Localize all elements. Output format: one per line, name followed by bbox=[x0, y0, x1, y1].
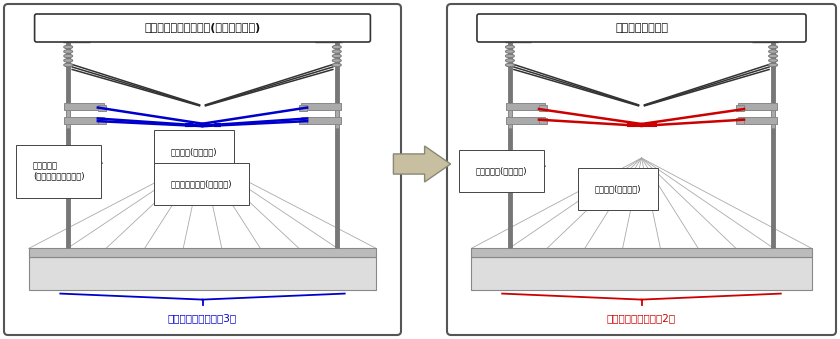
Bar bbox=[302, 103, 341, 110]
Bar bbox=[299, 118, 307, 124]
Ellipse shape bbox=[769, 50, 778, 53]
Ellipse shape bbox=[64, 54, 73, 58]
Bar bbox=[64, 103, 104, 110]
Bar bbox=[29, 257, 376, 290]
Bar bbox=[736, 118, 744, 124]
Text: ちょう架線
(亜邉めっき銅より線): ちょう架線 (亜邉めっき銅より線) bbox=[33, 161, 85, 181]
FancyBboxPatch shape bbox=[34, 14, 370, 42]
Text: 《シンプル架線》: 《シンプル架線》 bbox=[615, 23, 668, 33]
Bar bbox=[471, 248, 811, 257]
Bar bbox=[302, 117, 341, 124]
Text: トロリ線(銅合金線): トロリ線(銅合金線) bbox=[171, 147, 218, 156]
Ellipse shape bbox=[769, 63, 778, 67]
Ellipse shape bbox=[506, 54, 514, 58]
FancyBboxPatch shape bbox=[477, 14, 806, 42]
Bar bbox=[299, 104, 307, 111]
Bar bbox=[538, 104, 547, 111]
Ellipse shape bbox=[333, 45, 341, 49]
Ellipse shape bbox=[769, 59, 778, 62]
Ellipse shape bbox=[506, 45, 514, 49]
Bar bbox=[335, 103, 339, 127]
FancyBboxPatch shape bbox=[447, 4, 836, 335]
Ellipse shape bbox=[506, 59, 514, 62]
Bar bbox=[66, 103, 71, 127]
Ellipse shape bbox=[506, 63, 514, 67]
FancyBboxPatch shape bbox=[4, 4, 401, 335]
Bar bbox=[771, 103, 775, 127]
Text: 《コンパウンド架線》(従来の電車線): 《コンパウンド架線》(従来の電車線) bbox=[144, 23, 260, 33]
Ellipse shape bbox=[64, 50, 73, 53]
Bar bbox=[508, 103, 512, 127]
Text: 補助ちょう架線(銅より線): 補助ちょう架線(銅より線) bbox=[171, 180, 233, 189]
Ellipse shape bbox=[333, 54, 341, 58]
Bar bbox=[506, 117, 545, 124]
Ellipse shape bbox=[506, 50, 514, 53]
Text: 電車線　線条数　計3本: 電車線 線条数 計3本 bbox=[168, 313, 237, 323]
Ellipse shape bbox=[333, 63, 341, 67]
Bar bbox=[538, 118, 547, 124]
Bar bbox=[64, 117, 104, 124]
Bar bbox=[97, 104, 106, 111]
Bar bbox=[506, 103, 545, 110]
Bar bbox=[738, 103, 777, 110]
Polygon shape bbox=[393, 146, 450, 182]
Ellipse shape bbox=[769, 45, 778, 49]
Text: 電車線　線条数　計2本: 電車線 線条数 計2本 bbox=[607, 313, 676, 323]
Ellipse shape bbox=[64, 63, 73, 67]
Ellipse shape bbox=[64, 59, 73, 62]
Bar bbox=[29, 248, 376, 257]
Ellipse shape bbox=[769, 54, 778, 58]
Ellipse shape bbox=[333, 50, 341, 53]
Text: ちょう架線(銅より線): ちょう架線(銅より線) bbox=[476, 167, 528, 176]
Ellipse shape bbox=[64, 45, 73, 49]
Text: トロリ線(銅合金線): トロリ線(銅合金線) bbox=[595, 185, 642, 194]
Bar bbox=[736, 104, 744, 111]
Bar bbox=[471, 257, 811, 290]
Ellipse shape bbox=[333, 59, 341, 62]
Bar bbox=[738, 117, 777, 124]
Bar bbox=[97, 118, 106, 124]
